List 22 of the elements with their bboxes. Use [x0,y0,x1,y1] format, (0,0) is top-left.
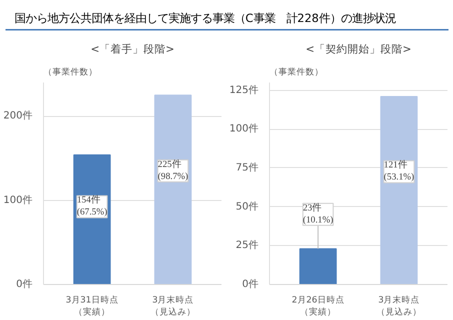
data-label: 23件 (10.1%) [302,202,334,226]
data-label: 121件 (53.1%) [384,160,414,183]
y-tick-label: 75件 [236,162,259,174]
data-label: 225件 (98.7%) [158,158,188,182]
chart-subtitle: <「着手」段階> [90,42,174,56]
y-tick-label: 100件 [229,124,259,135]
y-tick-label: 100件 [3,194,33,206]
x-tick-label: 3月末時点（見込み） [376,294,422,318]
x-tick-label: 2月26日時点（実績） [292,294,344,318]
chart-title: 国から地方公共団体を経由して実施する事業（C事業 計228件）の進捗状況 [14,11,396,25]
y-tick-label: 200件 [3,110,33,122]
y-axis-title: （事業件数） [44,66,98,78]
y-tick-label: 0件 [242,279,259,290]
chart-title: <「契約開始」段階> [306,42,412,56]
y-tick-label: 0件 [16,279,33,290]
x-tick-label: 3月31日時点（実績） [66,294,118,318]
x-tick-label: 3月末時点（見込み） [150,294,196,318]
y-tick-label: 125件 [229,84,259,96]
y-tick-label: 25件 [236,240,259,252]
y-axis-title: （事業件数） [270,66,324,78]
data-label: 154件 (67.5%) [76,194,108,218]
y-tick-label: 50件 [236,201,259,212]
